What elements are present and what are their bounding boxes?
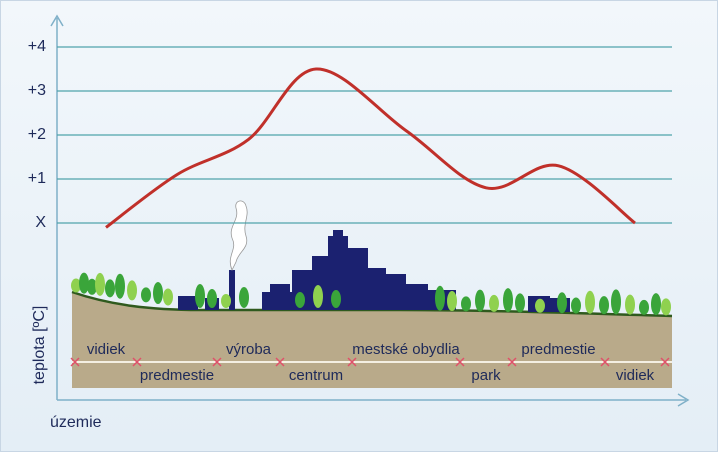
y-axis-label: teplota [ºC]: [31, 306, 48, 385]
tree: [115, 273, 125, 299]
tree: [503, 288, 513, 313]
x-axis-arrow: [677, 393, 690, 407]
zone-label: vidiek: [87, 341, 126, 358]
tree: [625, 294, 635, 315]
tree: [295, 292, 305, 308]
tree: [611, 289, 621, 315]
tree: [447, 291, 457, 312]
landscape: [71, 200, 673, 388]
tree: [331, 290, 341, 308]
ground: [72, 292, 672, 388]
tree: [105, 279, 115, 298]
y-tick-label: X: [35, 214, 46, 231]
tree: [221, 294, 231, 308]
tree: [571, 297, 581, 314]
zone-label: mestské obydlia: [352, 341, 460, 358]
tree: [535, 298, 545, 313]
y-axis-arrow: [50, 14, 64, 27]
ground-line: [71, 290, 673, 318]
tree: [475, 289, 485, 312]
tree: [127, 280, 137, 301]
zone-marker: [275, 357, 285, 367]
tree: [141, 287, 151, 303]
tree: [313, 285, 323, 308]
tree: [435, 285, 445, 311]
tree: [195, 284, 205, 308]
y-tick-label: +3: [28, 82, 46, 99]
tree: [153, 282, 163, 305]
tree: [239, 287, 249, 308]
zone-marker: [507, 357, 517, 367]
tree: [489, 294, 499, 312]
smoke: [229, 200, 248, 271]
tree: [87, 278, 97, 295]
zone-label: vidiek: [616, 367, 655, 384]
tree: [71, 278, 81, 293]
tree: [95, 272, 105, 296]
zone-label: predmestie: [521, 341, 595, 358]
zone-marker: [70, 357, 80, 367]
tree: [639, 299, 649, 315]
zone-label: predmestie: [140, 367, 214, 384]
y-tick-label: +2: [28, 126, 46, 143]
zone-marker: [600, 357, 610, 367]
tree: [599, 296, 609, 315]
tree: [79, 272, 89, 294]
zone-marker: [455, 357, 465, 367]
y-tick-label: +4: [28, 38, 46, 55]
zone-label: park: [471, 367, 501, 384]
tree: [585, 290, 595, 314]
zone-marker: [347, 357, 357, 367]
tree: [557, 292, 567, 314]
tree: [661, 298, 671, 316]
buildings: [178, 230, 570, 312]
zone-label: centrum: [289, 367, 343, 384]
tree: [461, 296, 471, 312]
x-axis-label: územie: [50, 414, 102, 431]
y-tick-label: +1: [28, 170, 46, 187]
zone-marker: [212, 357, 222, 367]
tree: [515, 293, 525, 313]
tree: [207, 289, 217, 308]
zone-marker: [132, 357, 142, 367]
zone-marker: [660, 357, 670, 367]
tree: [651, 293, 661, 316]
tree: [163, 288, 173, 306]
temperature-line: [105, 67, 636, 229]
zone-label: výroba: [226, 341, 272, 358]
